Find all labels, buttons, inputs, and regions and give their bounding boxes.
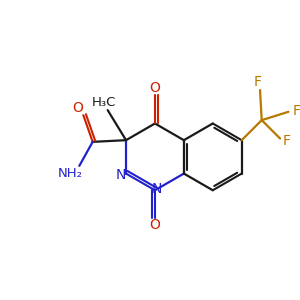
Text: F: F	[283, 134, 291, 148]
Text: O: O	[149, 81, 161, 95]
Text: N: N	[152, 182, 162, 196]
Text: N: N	[116, 167, 126, 182]
Text: O: O	[72, 101, 83, 115]
Text: F: F	[292, 104, 300, 118]
Text: NH₂: NH₂	[58, 167, 83, 180]
Text: F: F	[254, 75, 262, 89]
Text: H₃C: H₃C	[92, 96, 116, 109]
Text: O: O	[149, 218, 161, 233]
